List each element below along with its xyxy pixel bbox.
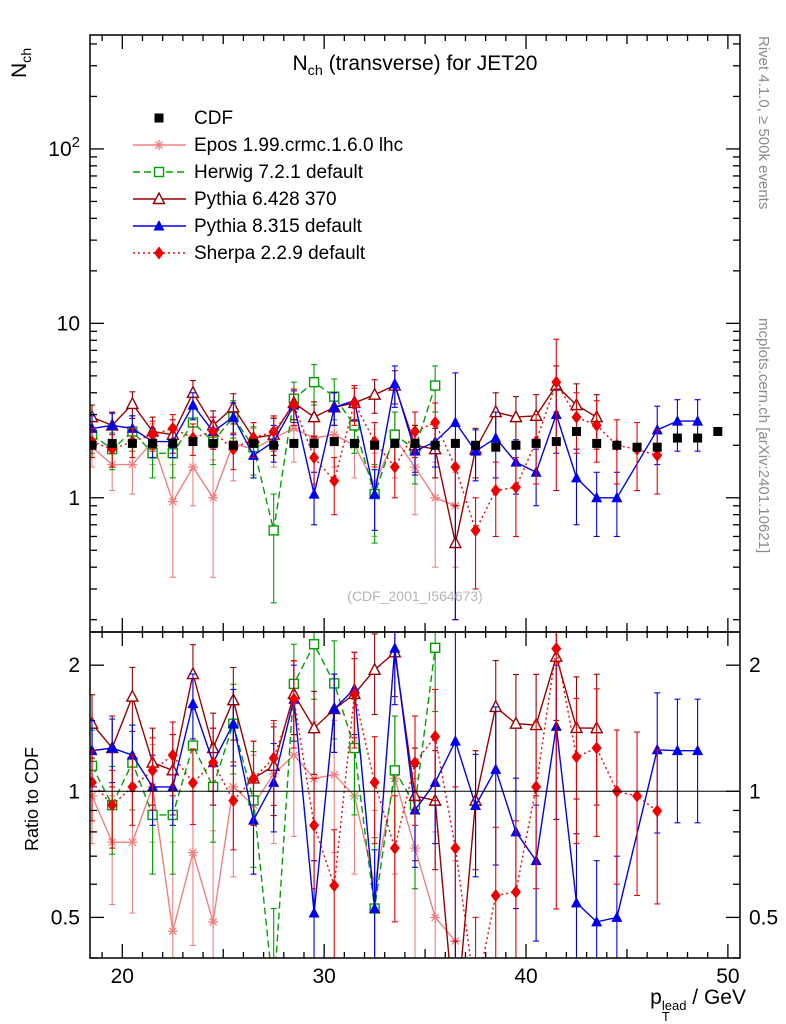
svg-text:2: 2 xyxy=(68,654,80,677)
svg-text:Herwig 7.2.1 default: Herwig 7.2.1 default xyxy=(194,162,364,183)
svg-text:1: 1 xyxy=(749,780,761,803)
svg-text:CDF: CDF xyxy=(194,108,233,129)
ratio-panel xyxy=(90,632,704,958)
main-panel xyxy=(90,338,723,621)
series-cdf-main xyxy=(90,426,723,452)
svg-text:20: 20 xyxy=(111,965,134,988)
x-axis-title: p lead T / GeV xyxy=(650,986,746,1024)
legend: CDF Epos 1.99.crmc.1.6.0 lhc Herwig 7.2.1 … xyxy=(133,108,403,264)
rivet-version-note: Rivet 4.1.0, ≥ 500k events xyxy=(755,36,772,210)
y-axis-title: Nch xyxy=(8,47,36,78)
plot-title-rest: (transverse) for JET20 xyxy=(322,52,538,75)
svg-text:Sherpa 2.2.9 default: Sherpa 2.2.9 default xyxy=(194,243,366,264)
svg-text:40: 40 xyxy=(514,965,537,988)
svg-text:2: 2 xyxy=(749,654,761,677)
svg-text:Pythia 8.315 default: Pythia 8.315 default xyxy=(194,216,363,237)
svg-text:10: 10 xyxy=(57,312,80,335)
svg-text:50: 50 xyxy=(716,965,739,988)
analysis-id-watermark: (CDF_2001_I564673) xyxy=(347,588,483,604)
svg-text:1: 1 xyxy=(68,780,80,803)
svg-text:0.5: 0.5 xyxy=(51,906,80,929)
plot-title: Nch (transverse) for JET20 xyxy=(293,52,538,79)
svg-text:Epos 1.99.crmc.1.6.0 lhc: Epos 1.99.crmc.1.6.0 lhc xyxy=(194,135,403,156)
svg-text:Pythia 6.428 370: Pythia 6.428 370 xyxy=(194,189,337,210)
mcplots-credit: mcplots.cern.ch [arXiv:2401.10621] xyxy=(755,318,772,554)
ratio-axis-title: Ratio to CDF xyxy=(22,746,42,851)
svg-text:30: 30 xyxy=(312,965,335,988)
svg-text:0.5: 0.5 xyxy=(749,906,778,929)
svg-text:1: 1 xyxy=(68,487,80,510)
x-axis-title-subsup: lead T xyxy=(661,998,687,1024)
plot-title-pre: N xyxy=(292,52,308,75)
plot-title-sub: ch xyxy=(307,63,323,80)
